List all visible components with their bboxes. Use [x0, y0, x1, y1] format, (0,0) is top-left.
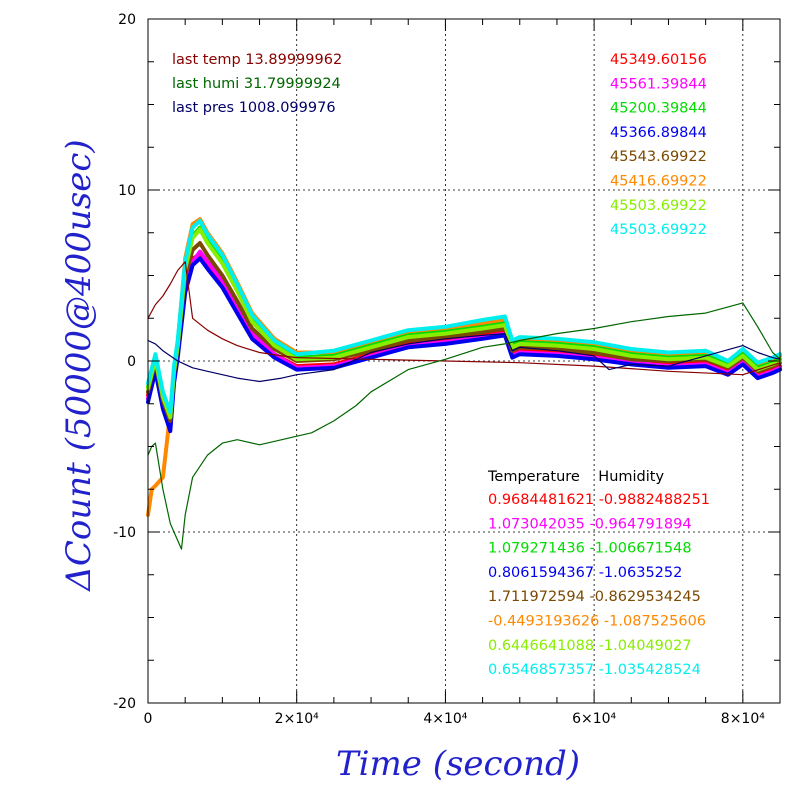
- x-tick-label: 6×10⁴: [572, 711, 616, 727]
- annotation-layer: last temp 13.89999962 last humi 31.799999…: [172, 52, 710, 678]
- series-layer: [146, 217, 782, 550]
- channel-coefficients: -0.4493193626 -1.087525606: [488, 614, 706, 630]
- channel-mean-value: 45366.89844: [610, 125, 707, 141]
- series-line-3: [146, 256, 782, 434]
- y-axis-title: ΔCount (50000@400usec): [59, 139, 99, 592]
- series-line-9: [147, 302, 781, 550]
- y-tick-label: 20: [118, 12, 136, 28]
- channel-coefficients: 1.711972594 -0.8629534245: [488, 589, 701, 605]
- y-tick-label: 10: [118, 183, 136, 199]
- sensor-last-value: last pres 1008.099976: [172, 100, 336, 116]
- x-tick-label: 8×10⁴: [721, 711, 765, 727]
- sensor-last-value: last humi 31.79999924: [172, 76, 341, 92]
- channel-coefficients: 1.079271436 -1.006671548: [488, 541, 692, 557]
- coefficients-header: Temperature Humidity: [487, 469, 664, 485]
- y-tick-label: -10: [113, 525, 136, 541]
- y-tick-label: -20: [113, 696, 136, 712]
- channel-coefficients: 1.073042035 -0.964791894: [488, 516, 692, 532]
- channel-coefficients: 0.6446641088 -1.04049027: [488, 638, 692, 654]
- x-axis-title: Time (second): [336, 744, 580, 784]
- channel-mean-value: 45503.69922: [610, 198, 707, 214]
- channel-coefficients: 0.6546857357 -1.035428524: [488, 662, 701, 678]
- channel-mean-value: 45416.69922: [610, 174, 707, 190]
- channel-coefficients: 0.9684481621 -0.9882488251: [488, 492, 710, 508]
- x-tick-label: 0: [144, 711, 153, 727]
- channel-mean-value: 45503.69922: [610, 222, 707, 238]
- sensor-last-value: last temp 13.89999962: [172, 52, 342, 68]
- series-line-7: [146, 218, 782, 415]
- x-tick-label: 2×10⁴: [275, 711, 319, 727]
- channel-mean-value: 45543.69922: [610, 149, 707, 165]
- channel-mean-value: 45349.60156: [610, 52, 707, 68]
- tick-layer: 0 2×10⁴ 4×10⁴ 6×10⁴ 8×10⁴ -20 -10 0 10 20: [113, 12, 781, 727]
- channel-mean-value: 45561.39844: [610, 76, 707, 92]
- channel-coefficients: 0.8061594367 -1.0635252: [488, 565, 682, 581]
- series-line-8: [147, 261, 781, 376]
- series-line-10: [147, 333, 781, 383]
- channel-mean-value: 45200.39844: [610, 101, 707, 117]
- x-tick-label: 4×10⁴: [423, 711, 467, 727]
- y-tick-label: 0: [127, 354, 136, 370]
